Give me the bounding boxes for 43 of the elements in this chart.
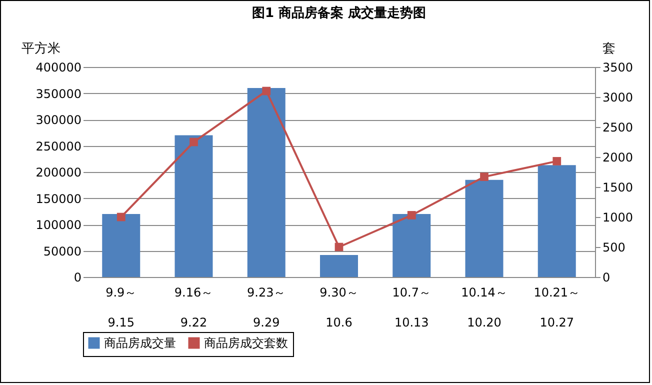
y2-tick-label: 3500 xyxy=(602,60,634,74)
y-tick-label: 100000 xyxy=(36,218,82,232)
y2-tick-label: 2500 xyxy=(602,120,634,134)
bar xyxy=(538,165,576,277)
bar xyxy=(247,88,286,277)
bar xyxy=(102,214,140,277)
point xyxy=(116,212,126,222)
category-label: 10.7～ 10.13 xyxy=(392,286,431,330)
bar xyxy=(320,254,358,277)
point xyxy=(334,242,344,252)
category-label: 9.16～ 9.22 xyxy=(174,286,214,330)
point xyxy=(262,86,271,96)
y-tick-label: 250000 xyxy=(36,139,82,154)
legend-label: 商品房成交量 xyxy=(104,336,176,350)
y-tick-label: 400000 xyxy=(36,60,82,74)
y-tick-label: 50000 xyxy=(43,244,82,258)
y-tick-label: 150000 xyxy=(36,192,82,206)
bar xyxy=(174,135,213,277)
y-tick-label: 0 xyxy=(74,270,82,284)
y-tick-label: 350000 xyxy=(36,86,82,101)
y2-tick-label: 3000 xyxy=(602,90,634,104)
chart-title: 图1 商品房备案 成交量走势图 xyxy=(252,5,426,21)
category-label: 9.30～ 10.6 xyxy=(320,286,358,330)
bar xyxy=(392,214,431,277)
bar xyxy=(465,180,504,277)
point xyxy=(407,211,416,220)
point xyxy=(190,138,198,146)
y2-tick-label: 500 xyxy=(602,240,626,254)
legend-label: 商品房成交套数 xyxy=(204,336,288,350)
point xyxy=(480,172,488,181)
category-label: 10.14～ 10.20 xyxy=(461,286,508,330)
y-tick-label: 300000 xyxy=(36,113,82,127)
y-tick-label: 200000 xyxy=(36,166,82,180)
y-axis-title: 平方米 xyxy=(22,40,60,56)
y2-axis-title: 套 xyxy=(602,42,616,56)
point xyxy=(552,157,562,166)
y2-tick-label: 1000 xyxy=(602,210,634,224)
y2-tick-label: 0 xyxy=(602,270,610,284)
category-label: 9.9～ 9.15 xyxy=(106,286,137,330)
y2-tick-label: 2000 xyxy=(602,150,634,164)
y2-tick-label: 1500 xyxy=(602,180,634,194)
category-label: 10.21～ 10.27 xyxy=(534,286,580,330)
category-label: 9.23～ 9.29 xyxy=(247,286,286,330)
